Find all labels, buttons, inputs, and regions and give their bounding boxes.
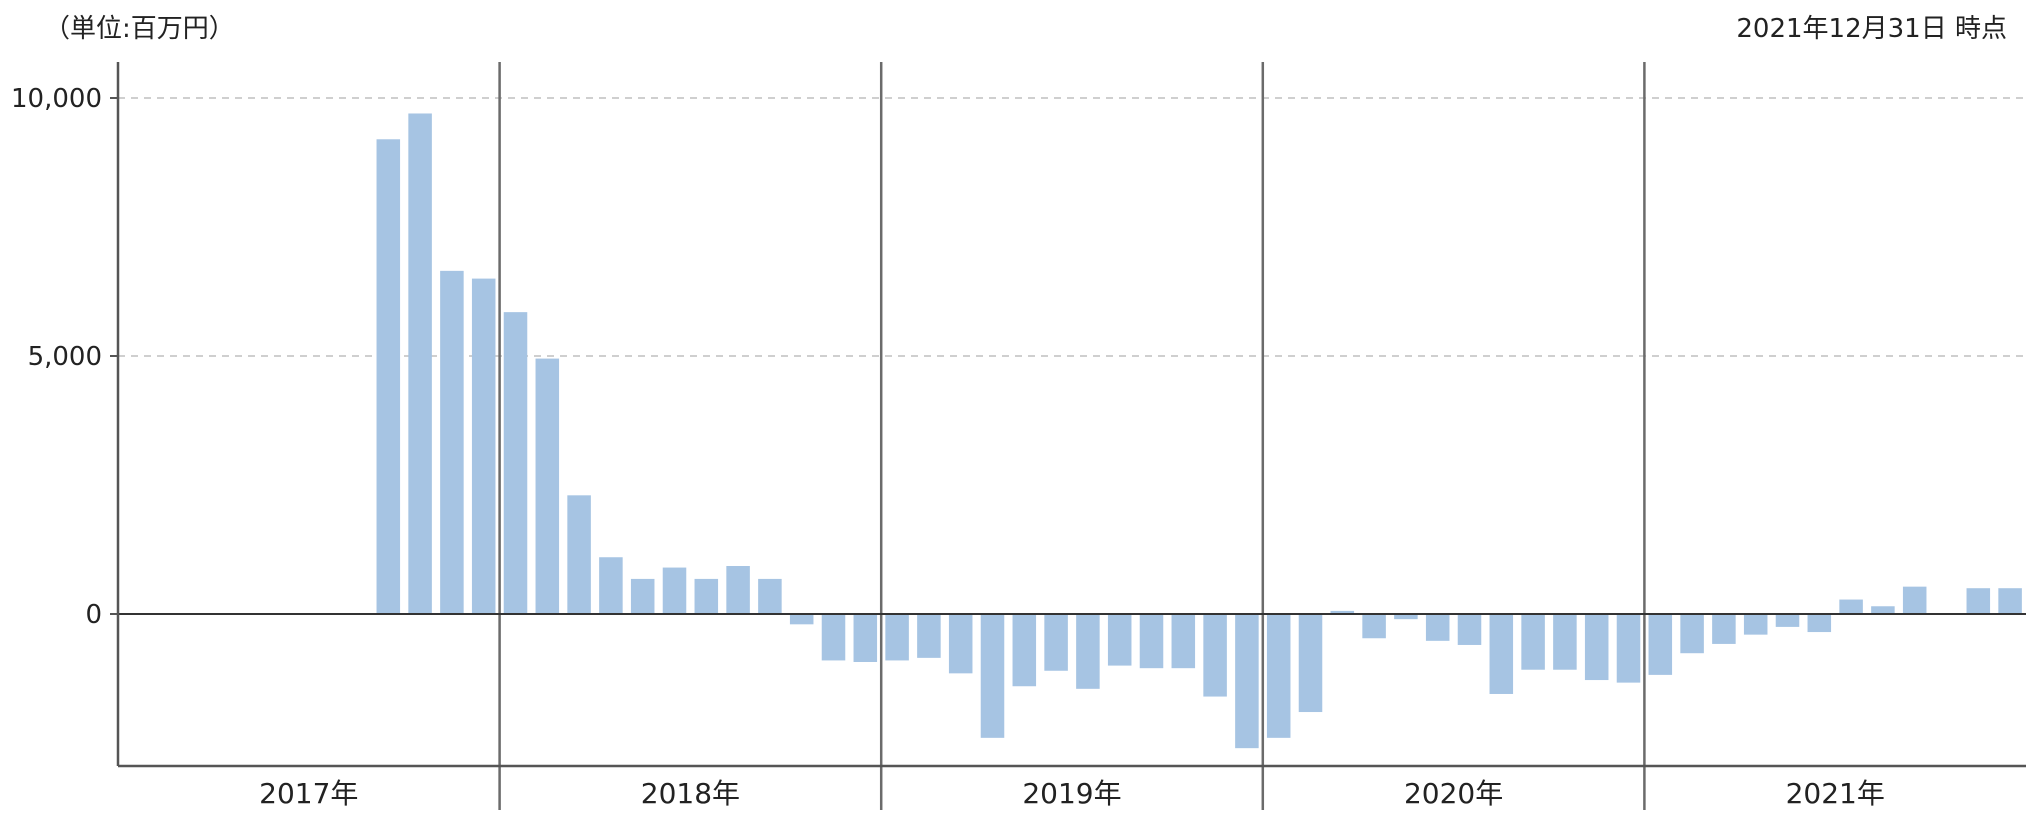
bar (471, 278, 496, 614)
bar (1362, 614, 1386, 639)
bar (1425, 614, 1450, 641)
bar (853, 614, 878, 662)
bar (1966, 588, 1991, 614)
bar (1807, 614, 1832, 633)
bar (535, 358, 560, 614)
bar (948, 614, 973, 674)
bar (694, 578, 719, 614)
bar (1044, 614, 1068, 671)
bar (440, 270, 464, 614)
unit-label: （単位:百万円） (44, 14, 235, 44)
bar (408, 113, 432, 614)
bar (980, 614, 1005, 738)
bar (1489, 614, 1514, 694)
x-year-label: 2017年 (259, 777, 358, 810)
bar (789, 614, 814, 625)
bar (1298, 614, 1323, 713)
bar (376, 139, 401, 614)
bar (567, 495, 591, 614)
bar (726, 566, 750, 614)
bar (1839, 599, 1863, 614)
bar (1584, 614, 1609, 681)
x-year-label: 2021年 (1786, 777, 1885, 810)
bar (1107, 614, 1132, 666)
x-year-label: 2020年 (1404, 777, 1503, 810)
bar (758, 578, 782, 614)
y-tick-label: 10,000 (11, 84, 102, 114)
bar (630, 578, 655, 614)
bar (599, 557, 623, 614)
bar (1203, 614, 1227, 697)
bar (1139, 614, 1164, 669)
bar (1998, 588, 2022, 614)
bar (1680, 614, 1704, 654)
y-tick-label: 5,000 (28, 342, 102, 372)
bar (662, 567, 687, 614)
bar (1553, 614, 1577, 670)
x-year-label: 2018年 (641, 777, 740, 810)
bar (821, 614, 846, 661)
as-of-date-label: 2021年12月31日 時点 (1736, 14, 2007, 44)
bar (1235, 614, 1259, 749)
bar (1521, 614, 1545, 670)
bar (1775, 614, 1800, 627)
bar (1394, 614, 1418, 620)
bar (1902, 586, 1927, 614)
bar (885, 614, 909, 661)
bar (1266, 614, 1291, 738)
bar (1743, 614, 1768, 635)
bar (1012, 614, 1037, 687)
bar (503, 312, 528, 614)
x-year-label: 2019年 (1022, 777, 1121, 810)
bar (1076, 614, 1100, 689)
bar (1330, 610, 1355, 614)
bar (1648, 614, 1673, 675)
bar (917, 614, 941, 658)
bar (1871, 606, 1895, 614)
bar (1457, 614, 1482, 645)
bar (1712, 614, 1736, 644)
bar (1616, 614, 1641, 683)
y-tick-label: 0 (85, 600, 102, 630)
bar (1171, 614, 1196, 669)
